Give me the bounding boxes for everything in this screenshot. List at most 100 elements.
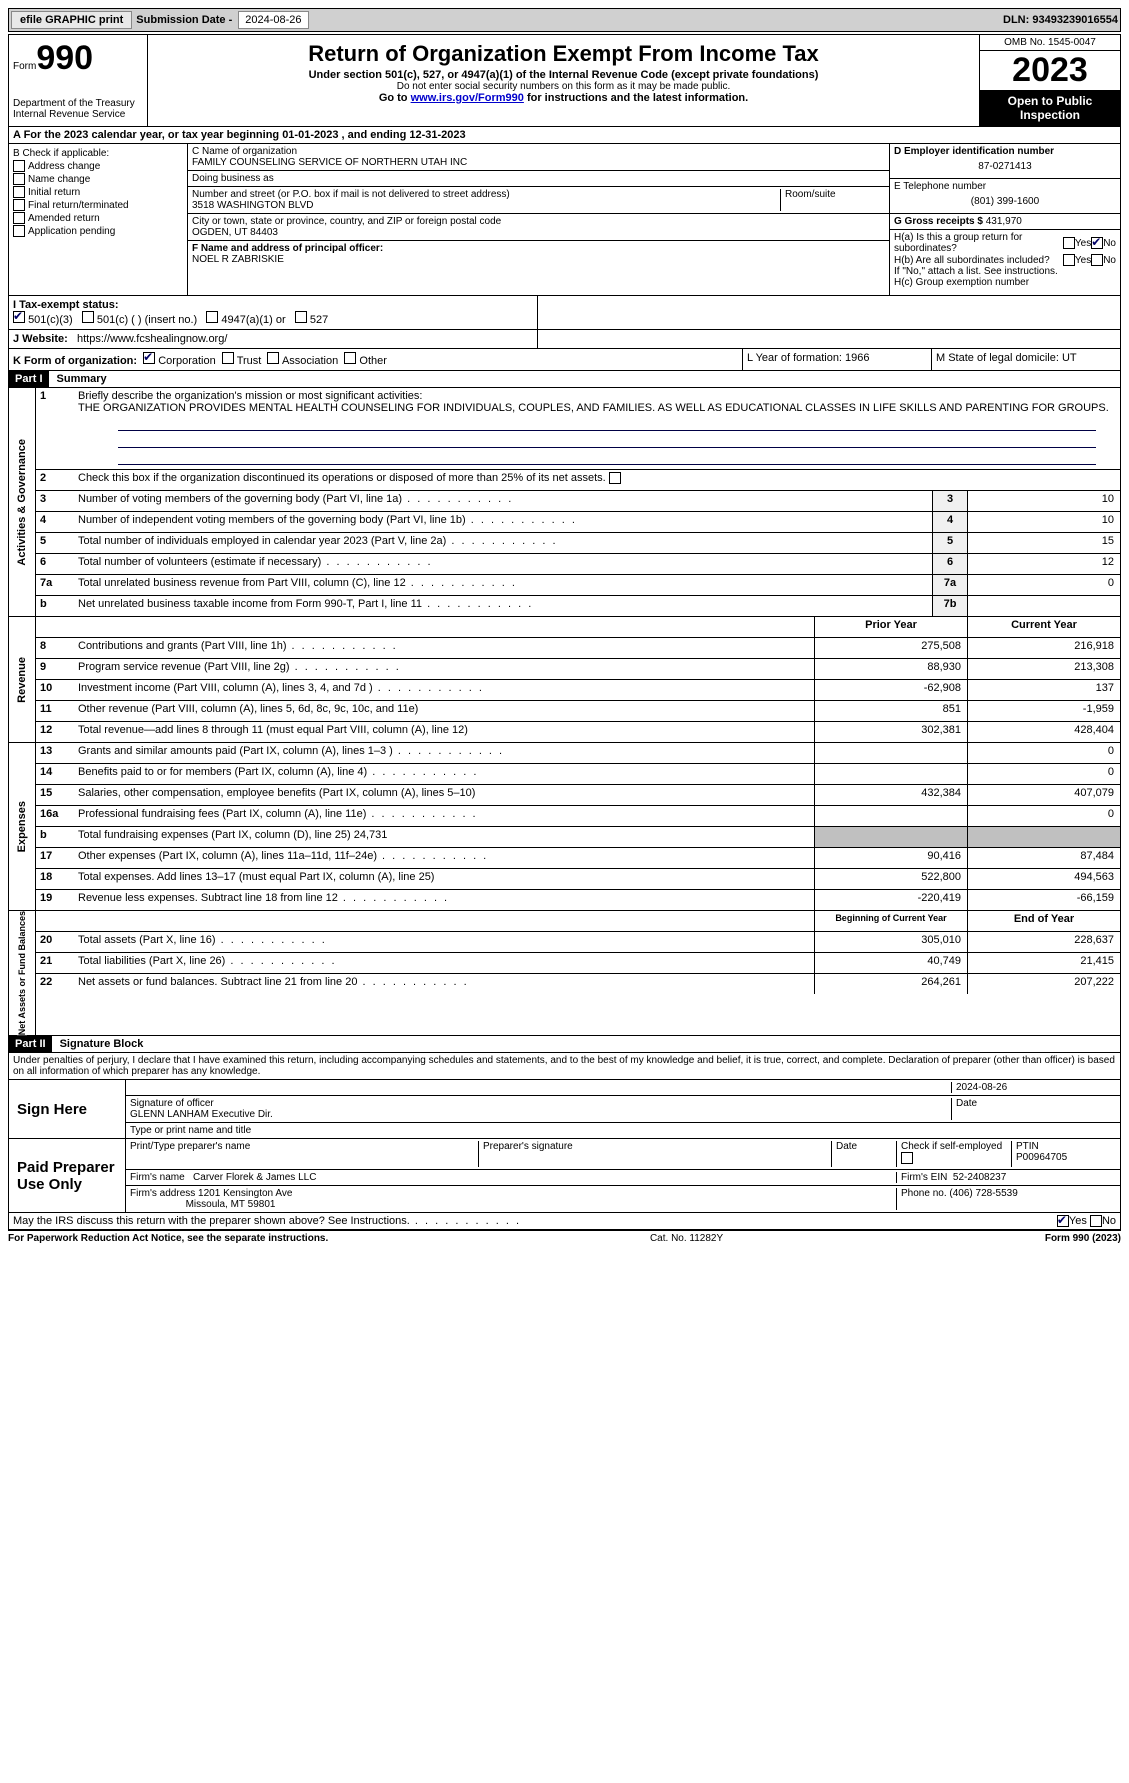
part2-header-row: Part II Signature Block — [8, 1036, 1121, 1053]
c10: 137 — [967, 680, 1120, 700]
c14: 0 — [967, 764, 1120, 784]
c12: 428,404 — [967, 722, 1120, 742]
check-init[interactable] — [13, 186, 25, 198]
check-app[interactable] — [13, 225, 25, 237]
header-right: OMB No. 1545-0047 2023 Open to Public In… — [979, 35, 1120, 126]
side-gov: Activities & Governance — [16, 439, 28, 566]
form990-footer: Form 990 (2023) — [1045, 1233, 1121, 1244]
name-label: C Name of organization — [192, 146, 885, 157]
state-domicile: M State of legal domicile: UT — [932, 349, 1120, 370]
part1-title: Summary — [49, 373, 107, 385]
l11: Other revenue (Part VIII, column (A), li… — [74, 701, 814, 721]
website: https://www.fcshealingnow.org/ — [77, 333, 227, 345]
c16b — [967, 827, 1120, 847]
efile-print-button[interactable]: efile GRAPHIC print — [11, 11, 132, 29]
hb2-label: If "No," attach a list. See instructions… — [894, 266, 1116, 277]
phone: (406) 728-5539 — [949, 1188, 1017, 1199]
l19: Revenue less expenses. Subtract line 18 … — [74, 890, 814, 910]
firm-ein-label: Firm's EIN — [901, 1172, 947, 1183]
check-corp[interactable] — [143, 352, 155, 364]
goto-suffix: for instructions and the latest informat… — [524, 92, 748, 104]
discuss-no-label: No — [1102, 1215, 1116, 1227]
check-l2[interactable] — [609, 472, 621, 484]
check-assoc[interactable] — [267, 352, 279, 364]
l5: Total number of individuals employed in … — [74, 533, 932, 553]
firm-name-label: Firm's name — [130, 1172, 185, 1183]
hb-yes[interactable] — [1063, 254, 1075, 266]
check-amend[interactable] — [13, 212, 25, 224]
discuss-no[interactable] — [1090, 1215, 1102, 1227]
v7b — [967, 596, 1120, 616]
p10: -62,908 — [814, 680, 967, 700]
firm-ein: 52-2408237 — [953, 1172, 1006, 1183]
l15: Salaries, other compensation, employee b… — [74, 785, 814, 805]
current-hdr: Current Year — [967, 617, 1120, 637]
check-527[interactable] — [295, 311, 307, 323]
ha-yes[interactable] — [1063, 237, 1075, 249]
goto-label: Go to — [379, 92, 411, 104]
c17: 87,484 — [967, 848, 1120, 868]
year-formation: L Year of formation: 1966 — [743, 349, 932, 370]
check-name[interactable] — [13, 173, 25, 185]
rev-section: Revenue Prior YearCurrent Year 8Contribu… — [8, 617, 1121, 743]
ha-no[interactable] — [1091, 237, 1103, 249]
room-label: Room/suite — [781, 189, 885, 211]
v5: 15 — [967, 533, 1120, 553]
check-trust[interactable] — [222, 352, 234, 364]
p11: 851 — [814, 701, 967, 721]
l8: Contributions and grants (Part VIII, lin… — [74, 638, 814, 658]
header-sub3: Go to www.irs.gov/Form990 for instructio… — [152, 92, 975, 104]
sig-officer-label: Signature of officer — [130, 1098, 214, 1109]
l6: Total number of volunteers (estimate if … — [74, 554, 932, 574]
label-app: Application pending — [28, 226, 115, 237]
part1-header-row: Part I Summary — [8, 371, 1121, 388]
form-header: Form990 Department of the Treasury Inter… — [8, 34, 1121, 127]
check-self-box[interactable] — [901, 1152, 913, 1164]
paid-prep-label: Paid Preparer Use Only — [9, 1139, 126, 1212]
ptin: P00964705 — [1016, 1152, 1067, 1163]
c22: 207,222 — [967, 974, 1120, 994]
l10: Investment income (Part VIII, column (A)… — [74, 680, 814, 700]
top-bar: efile GRAPHIC print Submission Date - 20… — [8, 8, 1121, 32]
v7a: 0 — [967, 575, 1120, 595]
check-501c3[interactable] — [13, 311, 25, 323]
catno: Cat. No. 11282Y — [328, 1233, 1045, 1244]
discuss-yes[interactable] — [1057, 1215, 1069, 1227]
hc-label: H(c) Group exemption number — [894, 277, 1116, 288]
prep-sig-label: Preparer's signature — [479, 1141, 832, 1167]
yes1: Yes — [1075, 238, 1091, 249]
yes2: Yes — [1075, 255, 1091, 266]
j-label: J Website: — [13, 333, 68, 345]
begin-hdr: Beginning of Current Year — [814, 911, 967, 931]
p16a — [814, 806, 967, 826]
l2: Check this box if the organization disco… — [74, 470, 1120, 490]
p16b — [814, 827, 967, 847]
officer-label: F Name and address of principal officer: — [192, 243, 885, 254]
gross-label: G Gross receipts $ — [894, 216, 983, 227]
check-addr[interactable] — [13, 160, 25, 172]
check-501c[interactable] — [82, 311, 94, 323]
l3: Number of voting members of the governin… — [74, 491, 932, 511]
assoc: Association — [282, 355, 338, 367]
discuss-yes-label: Yes — [1069, 1215, 1087, 1227]
firm-addr-label: Firm's address — [130, 1188, 195, 1199]
gross: 431,970 — [986, 216, 1022, 227]
row-j: J Website: https://www.fcshealingnow.org… — [8, 330, 1121, 349]
check-4947[interactable] — [206, 311, 218, 323]
hb-no[interactable] — [1091, 254, 1103, 266]
check-other[interactable] — [344, 352, 356, 364]
mission-line2 — [118, 433, 1096, 448]
ha-label: H(a) Is this a group return for subordin… — [894, 232, 1063, 254]
mission: THE ORGANIZATION PROVIDES MENTAL HEALTH … — [78, 402, 1109, 414]
end-hdr: End of Year — [967, 911, 1120, 931]
l13: Grants and similar amounts paid (Part IX… — [74, 743, 814, 763]
no2: No — [1103, 255, 1116, 266]
firm-addr2: Missoula, MT 59801 — [186, 1199, 276, 1210]
check-final[interactable] — [13, 199, 25, 211]
k-label: K Form of organization: — [13, 355, 137, 367]
c16a: 0 — [967, 806, 1120, 826]
c11: -1,959 — [967, 701, 1120, 721]
l21: Total liabilities (Part X, line 26) — [74, 953, 814, 973]
501c: 501(c) ( ) (insert no.) — [97, 314, 197, 326]
irs-link[interactable]: www.irs.gov/Form990 — [411, 92, 524, 104]
